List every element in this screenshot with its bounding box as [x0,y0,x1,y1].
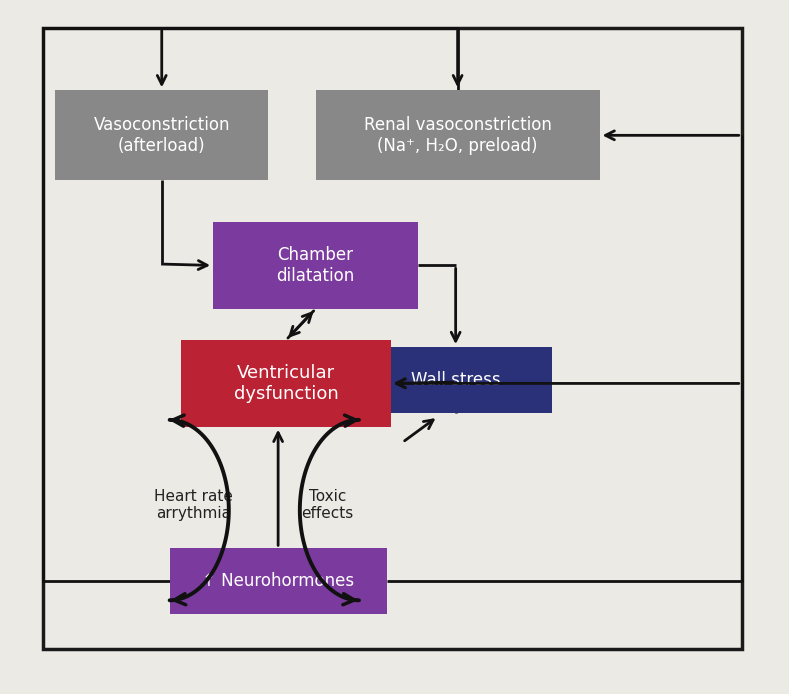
Text: Wall stress: Wall stress [411,371,500,389]
FancyBboxPatch shape [55,90,268,180]
Text: Renal vasoconstriction
(Na⁺, H₂O, preload): Renal vasoconstriction (Na⁺, H₂O, preloa… [364,116,552,155]
Text: ↑ Neurohormones: ↑ Neurohormones [202,573,354,590]
FancyBboxPatch shape [181,340,391,427]
FancyBboxPatch shape [316,90,600,180]
Text: Ventricular
dysfunction: Ventricular dysfunction [234,364,338,403]
FancyBboxPatch shape [170,548,387,614]
Text: Toxic
effects: Toxic effects [301,489,353,521]
FancyBboxPatch shape [359,347,552,413]
Text: Chamber
dilatation: Chamber dilatation [276,246,355,285]
Text: Vasoconstriction
(afterload): Vasoconstriction (afterload) [93,116,230,155]
Bar [43,28,742,649]
FancyBboxPatch shape [213,222,418,309]
Text: Heart rate
arrythmia: Heart rate arrythmia [154,489,233,521]
